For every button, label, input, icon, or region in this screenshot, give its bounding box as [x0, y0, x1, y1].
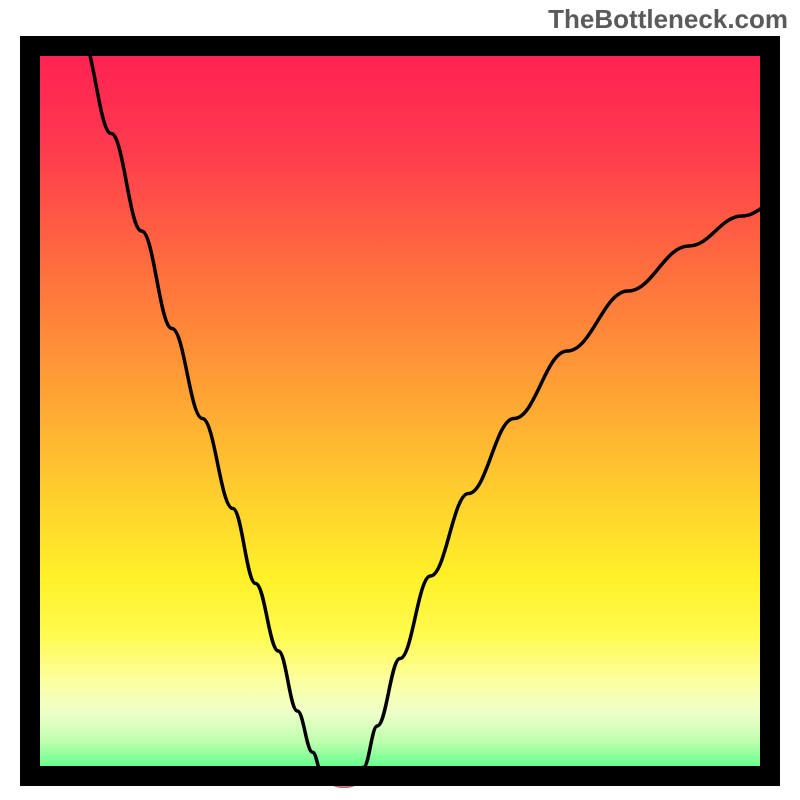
data-curve	[20, 36, 780, 786]
watermark-text: TheBottleneck.com	[548, 4, 788, 35]
min-marker	[330, 774, 359, 788]
plot-area	[20, 36, 780, 786]
chart-stage: TheBottleneck.com	[0, 0, 800, 800]
